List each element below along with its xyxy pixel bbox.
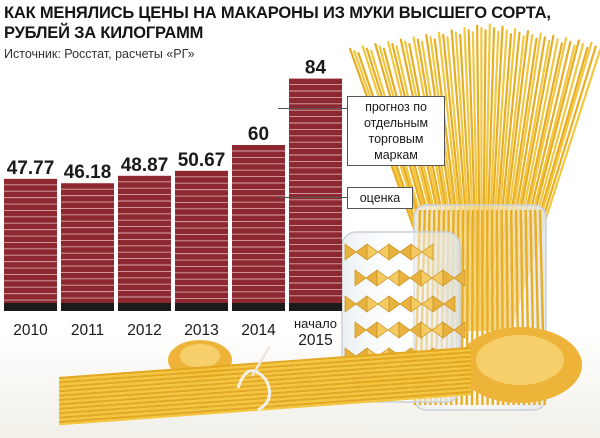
category-label: 2013 [184, 322, 218, 339]
value-label: 60 [248, 124, 269, 145]
category-label-line-1: начало [294, 316, 337, 331]
bar-base [61, 303, 114, 311]
category-label: 2014 [241, 322, 276, 339]
chart-title-line-2: РУБЛЕЙ ЗА КИЛОГРАММ [4, 24, 204, 42]
category-label: 2012 [127, 322, 161, 339]
bar-rect [4, 178, 57, 311]
value-label: 50.67 [178, 150, 226, 171]
value-label: 48.87 [121, 155, 169, 176]
value-label: 84 [305, 58, 327, 79]
bar-2014 [232, 145, 285, 311]
bar-rect [118, 175, 171, 311]
bar-base [232, 303, 285, 311]
value-label: 47.77 [7, 158, 55, 179]
callout-forecast-connector [278, 108, 347, 109]
callout-estimate-connector [278, 197, 347, 198]
bar-2013 [175, 170, 228, 311]
bar-base [289, 303, 342, 311]
bar-2012 [118, 175, 171, 311]
bar-2011 [61, 183, 114, 311]
category-label-line-2: 2015 [298, 332, 332, 349]
value-label: 46.18 [64, 162, 112, 183]
bar-начало-2015 [289, 78, 342, 311]
callout-estimate: оценка [347, 187, 413, 209]
category-label: 2010 [13, 322, 48, 339]
chart-title: КАК МЕНЯЛИСЬ ЦЕНЫ НА МАКАРОНЫ ИЗ МУКИ ВЫ… [4, 3, 564, 43]
chart-source: Источник: Росстат, расчеты «РГ» [4, 47, 195, 61]
chart-title-line-1: КАК МЕНЯЛИСЬ ЦЕНЫ НА МАКАРОНЫ ИЗ МУКИ ВЫ… [4, 4, 551, 22]
bar-2010 [4, 178, 57, 311]
bar-base [175, 303, 228, 311]
callout-forecast: прогноз по отдельным торговым маркам [347, 96, 445, 166]
bar-base [118, 303, 171, 311]
bar-base [4, 303, 57, 311]
category-label: 2011 [71, 322, 104, 339]
bar-rect [289, 78, 342, 311]
